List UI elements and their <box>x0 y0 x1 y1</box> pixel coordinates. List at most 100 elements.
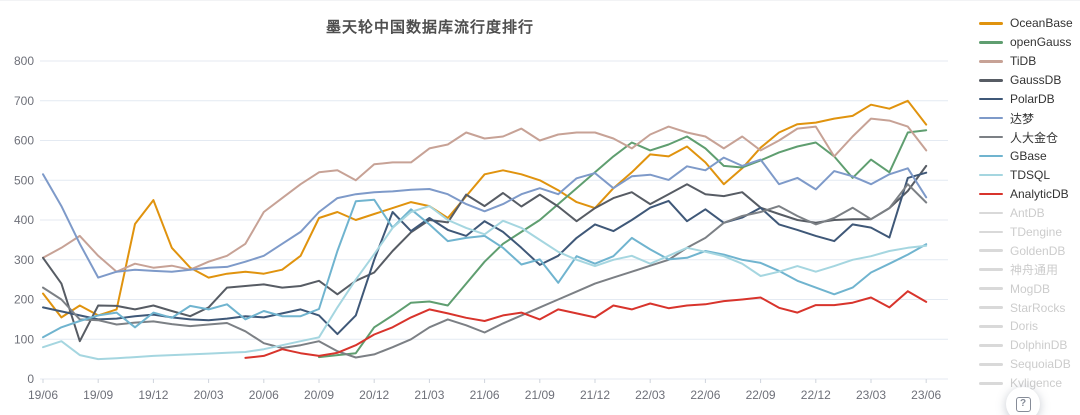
legend-label: TiDB <box>1010 54 1037 69</box>
legend-item-人大金仓[interactable]: 人大金仓 <box>979 128 1080 147</box>
y-axis-label: 0 <box>27 372 34 386</box>
y-axis-label: 100 <box>14 332 34 346</box>
x-axis-label: 23/06 <box>911 388 941 402</box>
legend-item-神舟通用[interactable]: 神舟通用 <box>979 260 1080 279</box>
x-axis-label: 19/09 <box>83 388 113 402</box>
x-axis-label: 21/03 <box>414 388 444 402</box>
legend-label: 达梦 <box>1010 111 1035 126</box>
chart-canvas[interactable]: 0 100 200 300 400 500 600 700 800 19/06 19/09 19/12… <box>0 1 960 415</box>
legend-item-DolphinDB[interactable]: DolphinDB <box>979 336 1080 355</box>
legend-line-swatch <box>979 173 1003 177</box>
legend: OceanBase openGauss TiDB GaussDB PolarDB 达梦人大… <box>979 14 1080 393</box>
series-line-GaussDB[interactable] <box>42 164 928 343</box>
series-line-OceanBase[interactable] <box>42 99 928 319</box>
legend-item-AnalyticDB[interactable]: AnalyticDB <box>979 184 1080 203</box>
series-line-TiDB[interactable] <box>42 117 928 273</box>
x-axis-label: 21/06 <box>470 388 500 402</box>
y-axis-label: 200 <box>14 293 34 307</box>
legend-label: GoldenDB <box>1010 243 1066 258</box>
legend-item-GBase[interactable]: GBase <box>979 147 1080 166</box>
legend-line-swatch <box>979 382 1003 385</box>
legend-item-AntDB[interactable]: AntDB <box>979 203 1080 222</box>
legend-line-swatch <box>979 22 1003 25</box>
legend-label: MogDB <box>1010 281 1051 296</box>
x-axis-label: 22/12 <box>801 388 831 402</box>
legend-item-TDSQL[interactable]: TDSQL <box>979 166 1080 185</box>
x-axis-label: 21/12 <box>580 388 610 402</box>
legend-line-swatch <box>979 344 1003 347</box>
legend-label: StarRocks <box>1010 300 1066 315</box>
legend-line-swatch <box>979 363 1003 366</box>
legend-label: GBase <box>1010 149 1047 164</box>
legend-line-swatch <box>979 154 1003 158</box>
y-axis-label: 800 <box>14 54 34 68</box>
legend-label: TDengine <box>1010 224 1063 239</box>
legend-line-swatch <box>979 230 1003 234</box>
y-axis-label: 300 <box>14 253 34 267</box>
legend-item-PolarDB[interactable]: PolarDB <box>979 90 1080 109</box>
x-axis-label: 22/06 <box>690 388 720 402</box>
y-axis-label: 700 <box>14 94 34 108</box>
legend-line-swatch <box>979 287 1003 290</box>
legend-item-Kyligence[interactable]: Kyligence <box>979 374 1080 393</box>
legend-item-GaussDB[interactable]: GaussDB <box>979 71 1080 90</box>
legend-label: GaussDB <box>1010 73 1062 88</box>
legend-label: Doris <box>1010 319 1039 334</box>
legend-line-swatch <box>979 306 1003 309</box>
series-line-openGauss[interactable] <box>318 129 928 359</box>
question-mark-icon: ? <box>1015 396 1031 412</box>
series-line-TDSQL[interactable] <box>42 205 928 361</box>
x-axis-label: 20/06 <box>249 388 279 402</box>
series-line-PolarDB[interactable] <box>42 171 928 336</box>
legend-item-达梦[interactable]: 达梦 <box>979 109 1080 128</box>
x-axis-label: 19/12 <box>138 388 168 402</box>
legend-label: SequoiaDB <box>1010 357 1071 372</box>
x-axis-label: 20/09 <box>304 388 334 402</box>
x-axis-label: 23/03 <box>856 388 886 402</box>
series-line-AnalyticDB[interactable] <box>244 290 928 359</box>
legend-label: DolphinDB <box>1010 338 1068 353</box>
x-axis-label: 20/03 <box>194 388 224 402</box>
legend-label: AntDB <box>1010 205 1045 220</box>
legend-label: OceanBase <box>1010 16 1073 31</box>
series-line-达梦[interactable] <box>42 156 928 279</box>
legend-label: 人大金仓 <box>1010 130 1059 145</box>
legend-line-swatch <box>979 211 1003 215</box>
y-axis-label: 400 <box>14 213 34 227</box>
legend-item-Doris[interactable]: Doris <box>979 317 1080 336</box>
help-button[interactable]: ? <box>1006 387 1040 415</box>
legend-line-swatch <box>979 325 1003 328</box>
legend-line-swatch <box>979 79 1003 82</box>
x-axis-label: 19/06 <box>28 388 58 402</box>
x-axis-label: 20/12 <box>359 388 389 402</box>
x-axis-label: 22/03 <box>635 388 665 402</box>
legend-label: Kyligence <box>1010 376 1063 391</box>
legend-item-MogDB[interactable]: MogDB <box>979 279 1080 298</box>
legend-item-TiDB[interactable]: TiDB <box>979 52 1080 71</box>
legend-item-OceanBase[interactable]: OceanBase <box>979 14 1080 33</box>
x-axis-label: 22/09 <box>746 388 776 402</box>
legend-item-SequoiaDB[interactable]: SequoiaDB <box>979 355 1080 374</box>
series-line-人大金仓[interactable] <box>42 183 928 359</box>
legend-line-swatch <box>979 41 1003 44</box>
legend-line-swatch <box>979 268 1003 271</box>
legend-item-openGauss[interactable]: openGauss <box>979 33 1080 52</box>
x-axis-label: 21/09 <box>525 388 555 402</box>
legend-line-swatch <box>979 60 1003 63</box>
legend-label: 神舟通用 <box>1010 263 1059 278</box>
legend-label: TDSQL <box>1010 167 1051 182</box>
legend-label: openGauss <box>1010 35 1072 50</box>
legend-line-swatch <box>979 135 1003 139</box>
y-axis-label: 600 <box>14 134 34 148</box>
legend-item-StarRocks[interactable]: StarRocks <box>979 298 1080 317</box>
chart-title: 墨天轮中国数据库流行度排行 <box>325 19 534 36</box>
y-axis-label: 500 <box>14 173 34 187</box>
legend-line-swatch <box>979 97 1003 101</box>
legend-line-swatch <box>979 116 1003 120</box>
legend-item-GoldenDB[interactable]: GoldenDB <box>979 241 1080 260</box>
legend-label: PolarDB <box>1010 92 1055 107</box>
legend-label: AnalyticDB <box>1010 186 1069 201</box>
legend-item-TDengine[interactable]: TDengine <box>979 222 1080 241</box>
legend-line-swatch <box>979 192 1003 196</box>
